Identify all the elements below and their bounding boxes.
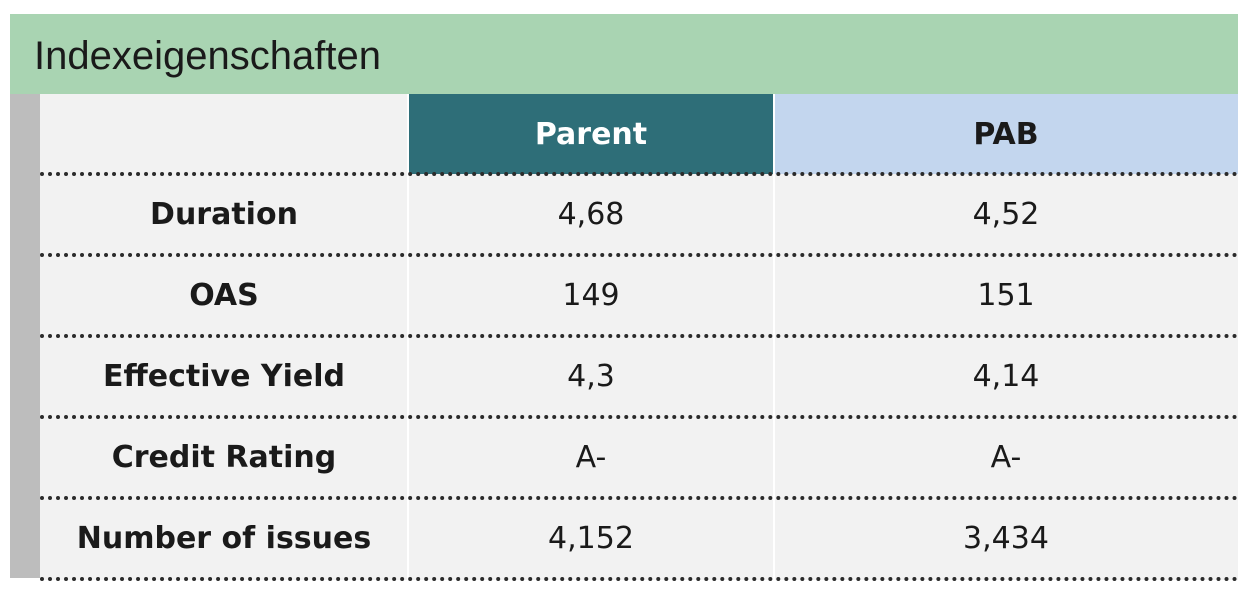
row-divider [40, 496, 1238, 500]
row-divider [40, 577, 1238, 581]
header-empty-cell [40, 94, 408, 174]
row-label: Duration [150, 197, 298, 232]
row-label: Number of issues [76, 521, 372, 556]
cell-parent-value: 4,3 [567, 359, 615, 394]
column-header-pab: PAB [774, 94, 1238, 174]
row-divider [40, 172, 1238, 176]
row-label: Credit Rating [111, 440, 337, 475]
cell-parent-value: 4,68 [557, 197, 625, 232]
cell-pab-value: A- [990, 440, 1022, 475]
cell-parent-value: 149 [562, 278, 620, 313]
row-divider [40, 334, 1238, 338]
row-divider [40, 415, 1238, 419]
cell-pab-value: 4,52 [972, 197, 1040, 232]
cell-parent-value: 4,152 [548, 521, 634, 556]
cell-pab-value: 151 [977, 278, 1035, 313]
title-bar: Indexeigenschaften [10, 14, 1238, 94]
row-divider [40, 253, 1238, 257]
side-accent-bar [10, 94, 40, 578]
column-header-parent: Parent [408, 94, 774, 174]
cell-parent-value: A- [575, 440, 607, 475]
row-label: Effective Yield [102, 359, 345, 394]
cell-pab-value: 3,434 [963, 521, 1049, 556]
cell-pab-value: 4,14 [972, 359, 1040, 394]
row-label: OAS [189, 278, 259, 313]
table-title: Indexeigenschaften [34, 34, 381, 78]
